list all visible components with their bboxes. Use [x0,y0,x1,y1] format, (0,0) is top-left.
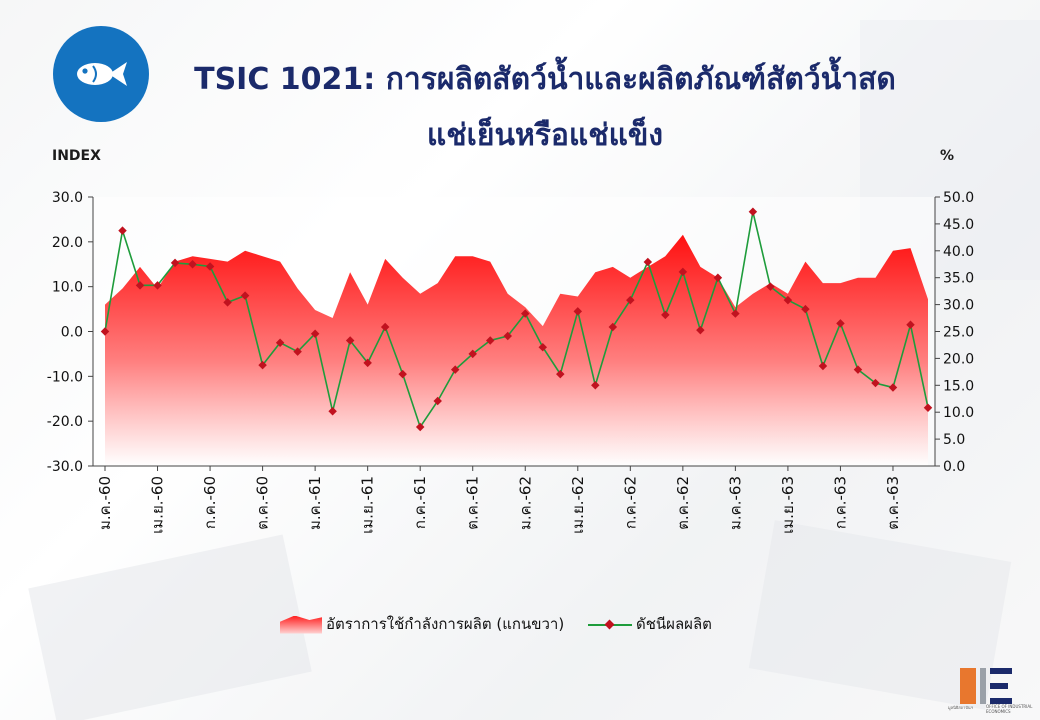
index-data-point [871,378,880,388]
x-tick-label: ก.ค.-62 [621,476,639,529]
x-tick-label: ต.ค.-60 [254,476,272,530]
right-tick-label: 50.0 [943,190,974,206]
left-tick-label: 10.0 [52,280,83,296]
index-data-point [345,336,355,345]
x-tick-label: เม.ย.-61 [359,476,377,534]
oie-logo [960,668,1012,704]
index-data-point [188,260,197,269]
logo-text-left: มูลนิธิสถาบันฯ [948,705,973,710]
right-tick-label: 30.0 [943,298,974,314]
index-data-point [380,322,390,332]
x-tick-label: เม.ย.-60 [149,476,167,534]
index-data-point [450,365,460,374]
capacity-area-series [105,234,928,466]
fish-icon [53,26,149,122]
right-tick-label: 35.0 [943,271,974,287]
index-data-point [433,396,442,406]
right-tick-label: 25.0 [943,325,974,341]
index-data-point [836,319,845,328]
right-tick-label: 0.0 [943,459,965,475]
left-tick-label: 30.0 [52,190,83,206]
index-data-point [678,267,688,277]
chart: 30.0 20.0 10.0 0.0 -10.0 -20.0 -30.0 50.0 45.0 40… [47,190,974,534]
x-tick-label: ก.ค.-61 [411,476,429,529]
legend-item-capacity: อัตราการใช้กำลังการผลิต (แกนขวา) [280,612,564,636]
index-data-point [853,365,863,374]
index-data-point [783,295,793,305]
right-tick-label: 20.0 [943,351,974,367]
left-tick-label: 20.0 [52,235,83,251]
index-data-point [258,360,267,370]
index-data-point [398,369,407,379]
index-data-point [100,327,110,336]
right-tick-label: 45.0 [943,217,974,233]
index-data-point [153,281,162,290]
index-data-point [485,336,495,345]
x-tick-label: ม.ค.-63 [726,476,744,530]
index-data-point [661,310,670,320]
index-data-point [415,422,425,432]
page-title: TSIC 1021: การผลิตสัตว์น้ำและผลิตภัณฑ์สั… [194,62,896,97]
index-data-point [888,383,898,392]
index-data-point [766,282,775,291]
index-data-point [906,320,915,330]
index-data-point [205,262,215,271]
right-tick-label: 5.0 [943,432,965,448]
index-data-point [170,258,180,268]
index-data-point [923,403,933,412]
x-tick-label: ต.ค.-63 [884,476,902,530]
x-tick-label: ต.ค.-61 [464,476,482,530]
index-data-point [801,304,810,314]
index-data-point [818,361,828,371]
index-data-point [363,358,372,368]
index-data-point [503,331,512,341]
left-axis-label: INDEX [52,148,101,164]
left-tick-label: -30.0 [47,459,83,475]
index-data-point [591,381,600,390]
index-data-point [223,298,232,307]
index-data-point [538,342,548,352]
index-data-point [696,325,705,335]
right-tick-label: 40.0 [943,244,974,260]
right-tick-label: 15.0 [943,378,974,394]
index-data-point [573,307,583,316]
index-data-point [275,338,285,347]
index-data-point [626,295,635,305]
index-data-point [713,273,723,282]
x-tick-label: เม.ย.-63 [779,476,797,534]
index-data-point [731,309,740,318]
left-tick-label: -20.0 [47,414,83,430]
left-tick-label: -10.0 [47,369,83,385]
index-data-point [643,257,653,267]
index-data-point [293,347,302,356]
legend-swatch-area [280,615,322,634]
index-data-point [521,309,530,318]
index-data-point [310,329,320,338]
index-data-point [328,407,337,416]
index-data-point [240,291,250,300]
x-tick-label: ม.ค.-60 [96,476,114,530]
index-data-point [608,322,618,332]
page-subtitle: แช่เย็นหรือแช่แข็ง [426,118,664,153]
legend-swatch-line [588,616,632,634]
legend-label-capacity: อัตราการใช้กำลังการผลิต (แกนขวา) [326,615,565,633]
legend-label-index: ดัชนีผลผลิต [636,615,712,633]
right-tick-label: 10.0 [943,405,974,421]
x-tick-label: ก.ค.-63 [831,476,849,529]
right-axis-label: % [940,148,955,164]
left-tick-label: 0.0 [61,325,83,341]
logo-text-right: OFFICE OF INDUSTRIAL ECONOMICS [986,704,1033,714]
index-data-point [556,369,565,379]
x-tick-label: ต.ค.-62 [674,476,692,530]
x-tick-label: เม.ย.-62 [569,476,587,534]
index-data-point [468,349,477,359]
index-data-point [118,226,127,235]
index-data-point [135,281,145,290]
legend-item-index: ดัชนีผลผลิต [588,612,712,636]
x-tick-label: ม.ค.-61 [306,476,324,530]
x-tick-label: ม.ค.-62 [516,476,534,530]
x-tick-label: ก.ค.-60 [201,476,219,529]
